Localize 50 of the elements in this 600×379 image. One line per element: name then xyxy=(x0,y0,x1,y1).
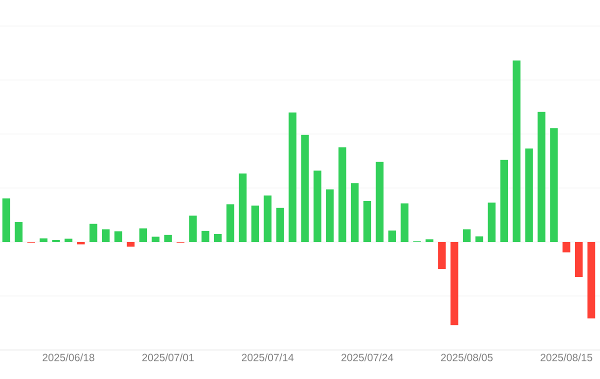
bar xyxy=(525,148,533,242)
bar xyxy=(77,242,85,244)
bar xyxy=(376,162,384,242)
bar xyxy=(512,60,520,242)
x-tick-label: 2025/06/18 xyxy=(42,354,94,362)
bar xyxy=(214,234,222,242)
bar xyxy=(488,202,496,242)
bar xyxy=(338,147,346,242)
bar xyxy=(276,208,284,242)
bar xyxy=(426,239,434,242)
bar xyxy=(152,236,160,242)
bar xyxy=(264,196,272,242)
x-tick-label: 2025/08/05 xyxy=(441,354,493,362)
bar xyxy=(90,224,98,242)
bar xyxy=(114,231,122,242)
bar xyxy=(400,203,408,242)
x-tick-label: 2025/07/14 xyxy=(242,354,294,362)
bar xyxy=(301,134,309,242)
x-tick-label: 2025/08/15 xyxy=(540,354,592,362)
bar xyxy=(574,242,583,278)
bar xyxy=(189,216,197,242)
bar xyxy=(350,183,359,242)
bar xyxy=(14,222,23,242)
bar xyxy=(326,189,334,242)
bar xyxy=(2,198,10,242)
bar xyxy=(226,204,234,242)
bar xyxy=(388,230,396,242)
bar xyxy=(64,238,72,242)
bar xyxy=(475,236,484,242)
bar xyxy=(500,160,508,242)
bar xyxy=(562,242,570,252)
bar xyxy=(238,174,247,242)
bar xyxy=(164,234,172,242)
bar xyxy=(40,238,48,242)
x-tick-label: 2025/07/24 xyxy=(341,354,394,362)
x-tick-label: 2025/07/01 xyxy=(142,354,194,362)
bar xyxy=(251,206,260,242)
bar xyxy=(288,112,296,242)
bar xyxy=(587,242,596,318)
bar xyxy=(462,229,471,242)
bar xyxy=(438,242,446,270)
bar xyxy=(550,128,558,242)
bar xyxy=(126,242,135,247)
bar xyxy=(202,230,210,242)
bar xyxy=(450,242,458,326)
bar xyxy=(314,170,322,242)
bar xyxy=(102,229,110,242)
bar xyxy=(538,112,546,242)
bar xyxy=(363,200,372,242)
bar xyxy=(139,228,148,242)
